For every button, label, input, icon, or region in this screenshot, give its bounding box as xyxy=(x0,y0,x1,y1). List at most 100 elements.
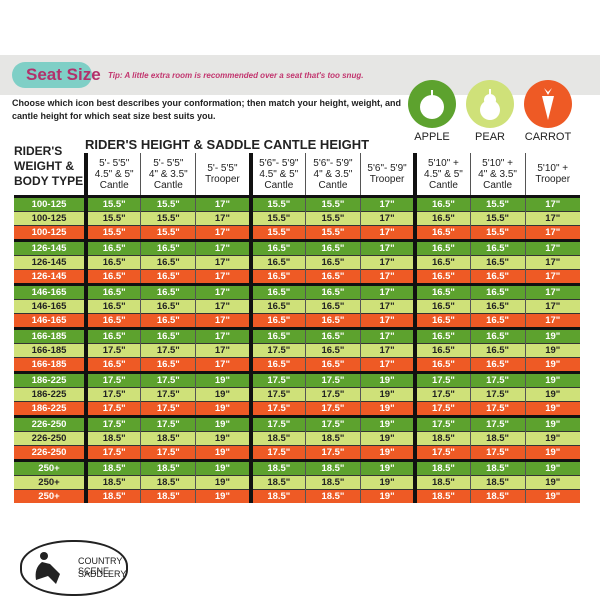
weight-label: 126-145 xyxy=(14,269,86,285)
column-header: 5'- 5'5" 4" & 3.5" Cantle xyxy=(140,153,196,197)
seat-size: 16.5" xyxy=(140,327,196,344)
table-row: 146-165 16.5" 16.5" 17" 16.5" 16.5" 17" 16.5" 16… xyxy=(14,313,580,329)
seat-size: 16.5" xyxy=(413,211,471,226)
seat-size: 19" xyxy=(195,459,251,476)
seat-size: 16.5" xyxy=(248,255,306,270)
seat-size: 17" xyxy=(195,269,251,285)
seat-size: 17.5" xyxy=(469,401,525,417)
table-row: 250+ 18.5" 18.5" 19" 18.5" 18.5" 19" 18.5" 18.5"… xyxy=(14,475,580,490)
weight-label: 100-125 xyxy=(14,195,86,212)
seat-size: 17.5" xyxy=(469,445,525,461)
seat-size: 18.5" xyxy=(469,459,525,476)
seat-size: 19" xyxy=(359,459,416,476)
seat-size: 19" xyxy=(359,489,416,503)
seat-size: 16.5" xyxy=(140,269,196,285)
seat-size: 17" xyxy=(524,211,580,226)
seat-size: 17" xyxy=(359,225,416,241)
seat-size: 17.5" xyxy=(140,445,196,461)
seat-size: 17.5" xyxy=(305,445,361,461)
seat-size: 17" xyxy=(359,343,416,358)
seat-size: 16.5" xyxy=(413,357,471,373)
seat-size: 19" xyxy=(359,445,416,461)
seat-size: 17" xyxy=(195,343,251,358)
header-line: 5'10" + xyxy=(482,157,513,169)
seat-size: 19" xyxy=(524,445,580,461)
seat-size: 17.5" xyxy=(140,371,196,388)
seat-size: 15.5" xyxy=(469,211,525,226)
column-header: 5'- 5'5" 4.5" & 5" Cantle xyxy=(84,153,141,197)
column-header: 5'6"- 5'9" 4" & 3.5" Cantle xyxy=(305,153,361,197)
weight-label: 146-165 xyxy=(14,283,86,300)
seat-size: 18.5" xyxy=(413,459,471,476)
seat-size: 17" xyxy=(195,283,251,300)
weight-label: 186-225 xyxy=(14,371,86,388)
seat-size: 17.5" xyxy=(413,415,471,432)
seat-size: 17.5" xyxy=(140,387,196,402)
seat-size: 19" xyxy=(524,459,580,476)
seat-size: 16.5" xyxy=(413,283,471,300)
title-pill xyxy=(12,62,92,88)
seat-size: 19" xyxy=(195,475,251,490)
seat-size: 17.5" xyxy=(305,415,361,432)
table-row: 166-185 16.5" 16.5" 17" 16.5" 16.5" 17" 16.5" 16… xyxy=(14,327,580,344)
seat-size: 16.5" xyxy=(305,343,361,358)
seat-size: 17.5" xyxy=(248,401,306,417)
header-line: 5'10" + xyxy=(537,163,569,174)
seat-size: 15.5" xyxy=(84,225,141,241)
seat-size: 17.5" xyxy=(248,371,306,388)
weight-label: 226-250 xyxy=(14,445,86,461)
weight-label: 186-225 xyxy=(14,387,86,402)
header-line: 4.5" & 5" xyxy=(259,168,299,180)
seat-size: 16.5" xyxy=(413,225,471,241)
seat-size: 19" xyxy=(359,371,416,388)
seat-size: 16.5" xyxy=(469,269,525,285)
carrot-glyph xyxy=(542,88,554,120)
icon-label: PEAR xyxy=(475,131,505,143)
seat-size: 16.5" xyxy=(305,255,361,270)
seat-size: 16.5" xyxy=(140,283,196,300)
pear-icon xyxy=(466,80,514,128)
seat-size: 17.5" xyxy=(140,415,196,432)
seat-size: 19" xyxy=(524,387,580,402)
seat-size: 18.5" xyxy=(248,489,306,503)
seat-size: 17" xyxy=(524,299,580,314)
seat-size: 19" xyxy=(359,387,416,402)
seat-size: 17.5" xyxy=(413,387,471,402)
seat-size: 17" xyxy=(359,239,416,256)
pear-glyph xyxy=(480,89,500,120)
seat-size: 19" xyxy=(524,475,580,490)
seat-size: 16.5" xyxy=(305,327,361,344)
seat-size: 16.5" xyxy=(248,299,306,314)
seat-size: 17" xyxy=(359,357,416,373)
seat-size: 18.5" xyxy=(84,475,141,490)
weight-label: 186-225 xyxy=(14,401,86,417)
seat-size: 17" xyxy=(195,225,251,241)
seat-size: 16.5" xyxy=(305,269,361,285)
seat-size: 15.5" xyxy=(84,211,141,226)
seat-size: 17" xyxy=(359,313,416,329)
seat-size: 15.5" xyxy=(140,195,196,212)
seat-size: 15.5" xyxy=(305,225,361,241)
seat-size: 17" xyxy=(524,283,580,300)
seat-size: 15.5" xyxy=(305,195,361,212)
seat-size: 19" xyxy=(195,387,251,402)
seat-size: 17.5" xyxy=(469,371,525,388)
seat-size: 19" xyxy=(524,371,580,388)
seat-size: 15.5" xyxy=(140,211,196,226)
seat-size: 17.5" xyxy=(84,343,141,358)
weight-label: 250+ xyxy=(14,459,86,476)
header-line: 4" & 3.5" xyxy=(313,168,353,180)
seat-size: 19" xyxy=(524,327,580,344)
seat-size: 16.5" xyxy=(248,239,306,256)
table-row: 226-250 17.5" 17.5" 19" 17.5" 17.5" 19" 17.5" 17… xyxy=(14,445,580,461)
seat-size: 16.5" xyxy=(140,255,196,270)
seat-size: 18.5" xyxy=(84,431,141,446)
logo: COUNTRY SCENE SADDLERY xyxy=(20,540,128,596)
seat-size: 16.5" xyxy=(469,299,525,314)
seat-size: 16.5" xyxy=(305,357,361,373)
seat-size: 17" xyxy=(524,239,580,256)
seat-size: 17.5" xyxy=(413,371,471,388)
seat-size: 17" xyxy=(359,283,416,300)
seat-size: 17" xyxy=(195,195,251,212)
